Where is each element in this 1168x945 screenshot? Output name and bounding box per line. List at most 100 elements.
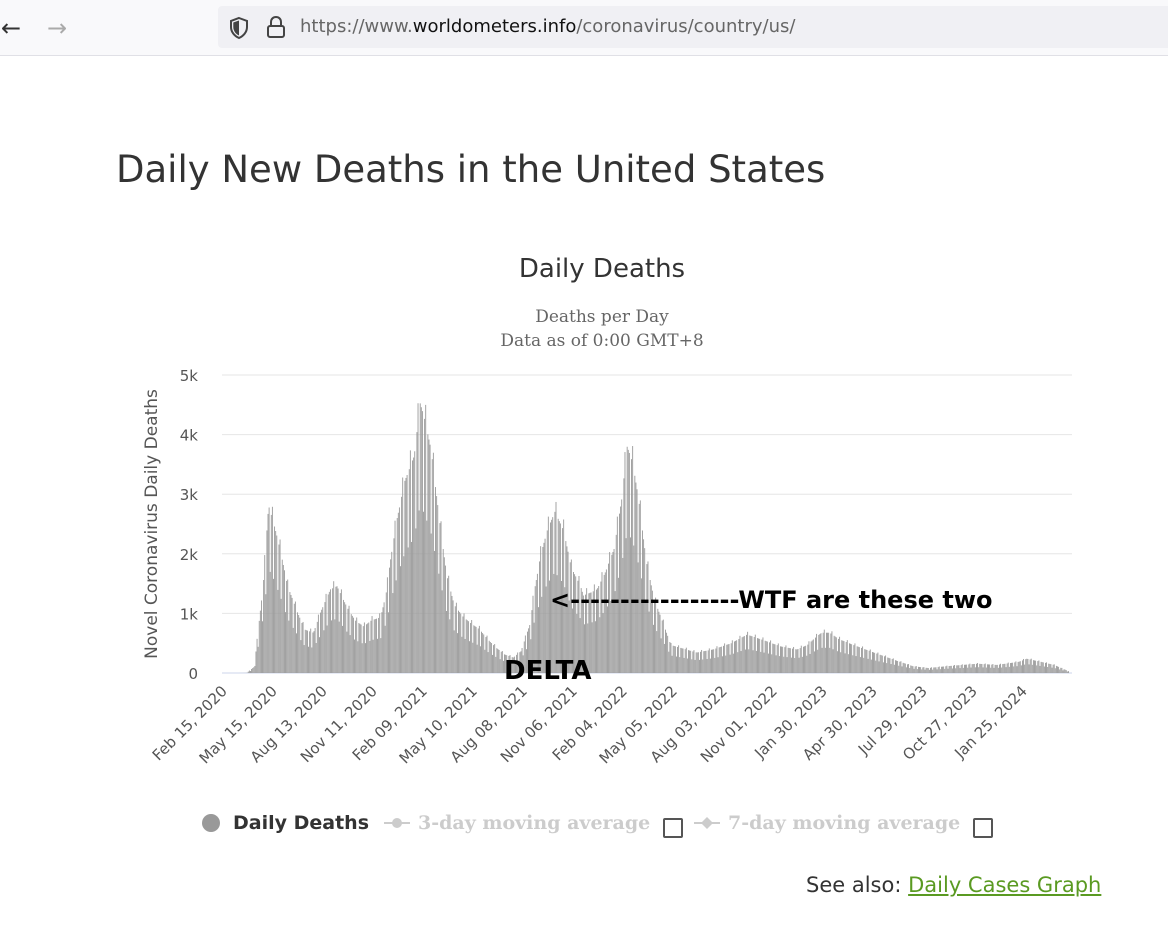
bar bbox=[758, 638, 760, 673]
bar bbox=[397, 512, 399, 673]
bar bbox=[983, 664, 985, 673]
bar bbox=[434, 550, 435, 673]
forward-arrow-icon[interactable]: → bbox=[46, 14, 68, 42]
bar bbox=[979, 663, 981, 673]
bar bbox=[620, 506, 622, 673]
bar bbox=[260, 600, 262, 673]
bar bbox=[992, 664, 994, 673]
bar bbox=[724, 643, 726, 673]
bar bbox=[290, 594, 292, 673]
bar bbox=[1065, 670, 1067, 673]
bar bbox=[896, 660, 897, 673]
legend-marker-7day[interactable] bbox=[694, 816, 720, 830]
bar bbox=[827, 632, 828, 673]
bar bbox=[349, 635, 351, 673]
bar bbox=[296, 633, 297, 673]
bar bbox=[582, 595, 584, 673]
bar bbox=[836, 651, 838, 673]
bar bbox=[515, 662, 516, 673]
bar bbox=[513, 656, 515, 673]
legend-7day-average[interactable]: 7-day moving average bbox=[728, 812, 961, 834]
bar bbox=[830, 633, 832, 673]
bar bbox=[959, 668, 961, 673]
bar bbox=[1024, 664, 1026, 673]
bar bbox=[682, 648, 684, 673]
bar bbox=[519, 652, 521, 673]
bar bbox=[720, 646, 722, 673]
bar bbox=[804, 646, 806, 673]
bar bbox=[831, 631, 833, 673]
bar bbox=[650, 585, 652, 673]
bar bbox=[394, 520, 396, 673]
bar bbox=[333, 581, 335, 673]
bar bbox=[327, 594, 329, 673]
bar bbox=[425, 404, 427, 673]
bar bbox=[359, 623, 361, 673]
bar bbox=[275, 531, 277, 673]
url-domain: worldometers.info bbox=[412, 16, 577, 37]
bar bbox=[319, 637, 320, 673]
bar bbox=[679, 657, 681, 673]
bar bbox=[427, 434, 429, 673]
bar bbox=[723, 645, 724, 673]
bar bbox=[808, 641, 810, 673]
bar bbox=[750, 635, 752, 673]
daily-cases-graph-link[interactable]: Daily Cases Graph bbox=[908, 873, 1102, 897]
bar bbox=[970, 667, 972, 673]
bar bbox=[759, 638, 761, 673]
bar bbox=[308, 646, 309, 673]
bar bbox=[516, 654, 518, 673]
bar bbox=[575, 576, 577, 673]
bar bbox=[701, 649, 703, 673]
bar bbox=[790, 657, 792, 673]
bar bbox=[540, 546, 542, 673]
bar bbox=[1013, 666, 1015, 673]
legend-daily-deaths[interactable]: Daily Deaths bbox=[233, 812, 370, 834]
address-bar[interactable] bbox=[218, 6, 1168, 48]
bar bbox=[1009, 663, 1011, 673]
shield-icon[interactable] bbox=[228, 16, 250, 40]
bar bbox=[991, 664, 993, 673]
back-arrow-icon[interactable]: ← bbox=[0, 14, 22, 42]
bar bbox=[997, 667, 999, 673]
bar bbox=[949, 665, 951, 673]
bar bbox=[938, 666, 940, 673]
browser-toolbar: ← → https://www.worldometers.info/corona… bbox=[0, 0, 1168, 56]
bar bbox=[1002, 664, 1004, 673]
bar bbox=[294, 601, 296, 673]
bar bbox=[897, 660, 899, 673]
bar bbox=[285, 612, 286, 673]
bar bbox=[449, 619, 451, 673]
bar bbox=[479, 646, 481, 673]
bar bbox=[579, 618, 581, 673]
url-text[interactable]: https://www.worldometers.info/coronaviru… bbox=[300, 16, 795, 37]
legend-marker-3day[interactable] bbox=[384, 816, 410, 830]
bar bbox=[328, 591, 330, 673]
bar bbox=[882, 662, 884, 673]
bar bbox=[963, 664, 965, 673]
bar bbox=[573, 572, 574, 673]
bar bbox=[855, 656, 857, 673]
bar bbox=[813, 651, 815, 673]
bar bbox=[371, 616, 373, 673]
legend-marker-daily-deaths[interactable] bbox=[202, 814, 220, 832]
bar bbox=[552, 517, 554, 673]
y-tick-label: 5k bbox=[180, 367, 199, 385]
bar bbox=[1036, 665, 1038, 673]
bar bbox=[980, 663, 982, 673]
bar bbox=[592, 591, 594, 673]
bar bbox=[454, 606, 456, 673]
bar bbox=[251, 668, 253, 673]
checkbox-3day-average[interactable] bbox=[663, 818, 683, 838]
bar bbox=[685, 647, 687, 673]
legend-3day-average[interactable]: 3-day moving average bbox=[418, 812, 651, 834]
bar bbox=[332, 588, 334, 673]
bar bbox=[944, 668, 946, 673]
bar bbox=[1037, 661, 1039, 673]
lock-icon[interactable] bbox=[266, 15, 286, 39]
checkbox-7day-average[interactable] bbox=[973, 818, 993, 838]
bar bbox=[267, 513, 269, 673]
bar bbox=[258, 620, 260, 673]
bar bbox=[414, 451, 416, 673]
bar bbox=[424, 418, 426, 673]
